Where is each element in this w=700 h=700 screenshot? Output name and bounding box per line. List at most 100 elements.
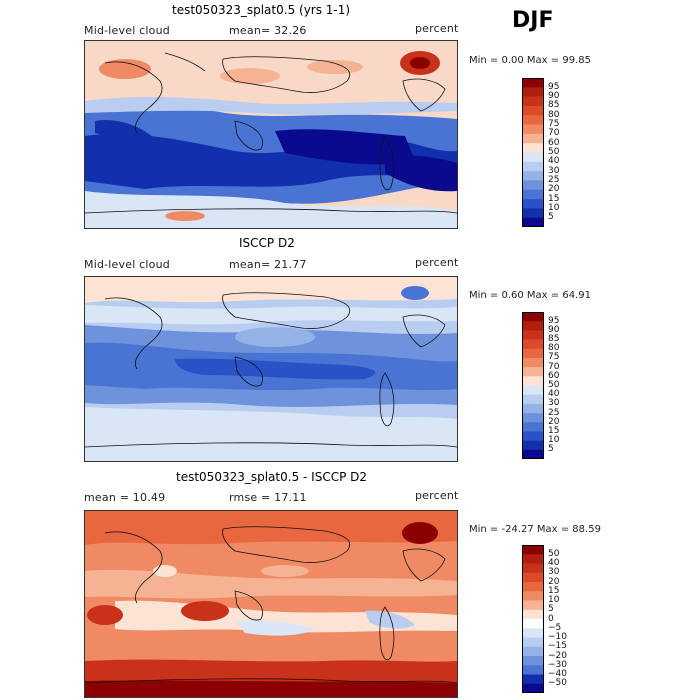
colorbar-tick-label: 50: [548, 380, 560, 390]
colorbar-tick-label: 20: [548, 184, 560, 195]
colorbar-swatch: [522, 357, 544, 368]
colorbar-swatch: [522, 440, 544, 451]
colorbar-tick-label: 90: [548, 91, 560, 102]
colorbar-swatch: [522, 321, 544, 331]
colorbar-tick-label: 90: [548, 324, 560, 335]
panel3-rmse-label: rmse = 17.11: [229, 491, 307, 504]
colorbar-tick-label: 60: [548, 137, 560, 148]
colorbar-swatch: [522, 665, 544, 675]
colorbar-tick-label: 0: [548, 613, 554, 624]
colorbar-tick-label: −5: [548, 622, 562, 633]
colorbar-tick-label: 5: [548, 444, 554, 455]
colorbar-tick-label: 75: [548, 119, 560, 130]
colorbar-swatch: [522, 582, 544, 592]
panel2-minmax-label: Min = 0.60 Max = 64.91: [469, 290, 591, 301]
colorbar-swatch: [522, 189, 544, 200]
colorbar-tick-label: 75: [548, 352, 560, 363]
colorbar-tick-label: 20: [548, 576, 560, 587]
colorbar-border: [522, 312, 544, 459]
colorbar-swatch: [522, 180, 544, 191]
colorbar-swatch: [522, 637, 544, 648]
colorbar-border: [522, 545, 544, 693]
colorbar-tick-label: 40: [548, 558, 560, 568]
colorbar-swatch: [522, 124, 544, 135]
colorbar-tick-label: −30: [548, 659, 567, 670]
panel1-mean-label: mean= 32.26: [229, 24, 307, 37]
colorbar-swatch: [522, 217, 544, 227]
colorbar-swatch: [522, 619, 544, 629]
colorbar-tick-label: 85: [548, 100, 560, 111]
colorbar-swatch: [522, 646, 544, 657]
colorbar-swatch: [522, 413, 544, 423]
panel1-variable-label: Mid-level cloud: [84, 24, 170, 37]
colorbar-swatch: [522, 78, 544, 88]
colorbar-swatch: [522, 554, 544, 564]
colorbar-swatch: [522, 87, 544, 97]
colorbar-swatch: [522, 161, 544, 172]
colorbar-swatch: [522, 133, 544, 144]
colorbar-swatch: [522, 449, 544, 459]
colorbar-tick-label: −15: [548, 641, 567, 652]
colorbar-swatch: [522, 367, 544, 377]
colorbar-swatch: [522, 674, 544, 685]
colorbar-tick-label: 30: [548, 165, 560, 176]
colorbar-swatch: [522, 394, 544, 405]
colorbar-tick-label: 10: [548, 435, 560, 446]
panel3-title: test050323_splat0.5 - ISCCP D2: [176, 470, 367, 484]
colorbar-tick-label: 15: [548, 193, 560, 204]
colorbar-tick-label: 30: [548, 398, 560, 409]
panel2-title: ISCCP D2: [239, 236, 295, 250]
colorbar-border: [522, 78, 544, 227]
season-label: DJF: [512, 8, 554, 33]
colorbar-swatch: [522, 312, 544, 322]
colorbar-swatch: [522, 683, 544, 693]
panel3-map: [84, 510, 458, 698]
colorbar-tick-label: 25: [548, 407, 560, 418]
colorbar-swatch: [522, 431, 544, 441]
colorbar-tick-label: 80: [548, 109, 560, 120]
colorbar-tick-label: 25: [548, 174, 560, 185]
colorbar-tick-label: 50: [548, 147, 560, 157]
colorbar-swatch: [522, 96, 544, 107]
panel3-units-label: percent: [415, 489, 459, 502]
colorbar-swatch: [522, 545, 544, 555]
colorbar-tick-label: −10: [548, 632, 567, 642]
panel3-minmax-label: Min = -24.27 Max = 88.59: [469, 524, 601, 535]
panel2-variable-label: Mid-level cloud: [84, 258, 170, 271]
colorbar-tick-label: 85: [548, 334, 560, 345]
panel1-minmax-label: Min = 0.00 Max = 99.85: [469, 55, 591, 66]
colorbar-tick-label: 10: [548, 595, 560, 605]
colorbar-tick-label: −50: [548, 678, 567, 689]
colorbar-tick-label: 50: [548, 548, 560, 559]
panel1-colorbar: [522, 78, 544, 227]
colorbar-swatch: [522, 339, 544, 350]
colorbar-tick-label: 10: [548, 202, 560, 213]
colorbar-swatch: [522, 403, 544, 414]
panel2-map: [84, 276, 458, 462]
colorbar-tick-label: 95: [548, 81, 560, 92]
colorbar-swatch: [522, 385, 544, 395]
colorbar-swatch: [522, 591, 544, 601]
colorbar-swatch: [522, 656, 544, 666]
colorbar-swatch: [522, 422, 544, 432]
colorbar-tick-label: −40: [548, 669, 567, 679]
colorbar-swatch: [522, 348, 544, 359]
colorbar-swatch: [522, 628, 544, 638]
colorbar-swatch: [522, 115, 544, 125]
colorbar-swatch: [522, 600, 544, 611]
colorbar-tick-label: 5: [548, 212, 554, 223]
colorbar-tick-label: 60: [548, 370, 560, 381]
colorbar-tick-label: 15: [548, 585, 560, 596]
panel3-mean-label: mean = 10.49: [84, 491, 166, 504]
panel1-title: test050323_splat0.5 (yrs 1-1): [172, 3, 351, 17]
colorbar-tick-label: −20: [548, 650, 567, 661]
colorbar-swatch: [522, 330, 544, 340]
colorbar-tick-label: 30: [548, 567, 560, 578]
colorbar-swatch: [522, 171, 544, 181]
colorbar-tick-label: 80: [548, 343, 560, 354]
colorbar-tick-label: 5: [548, 604, 554, 615]
colorbar-swatch: [522, 609, 544, 620]
panel2-colorbar: [522, 312, 544, 459]
colorbar-tick-label: 40: [548, 389, 560, 400]
colorbar-tick-label: 70: [548, 361, 560, 372]
